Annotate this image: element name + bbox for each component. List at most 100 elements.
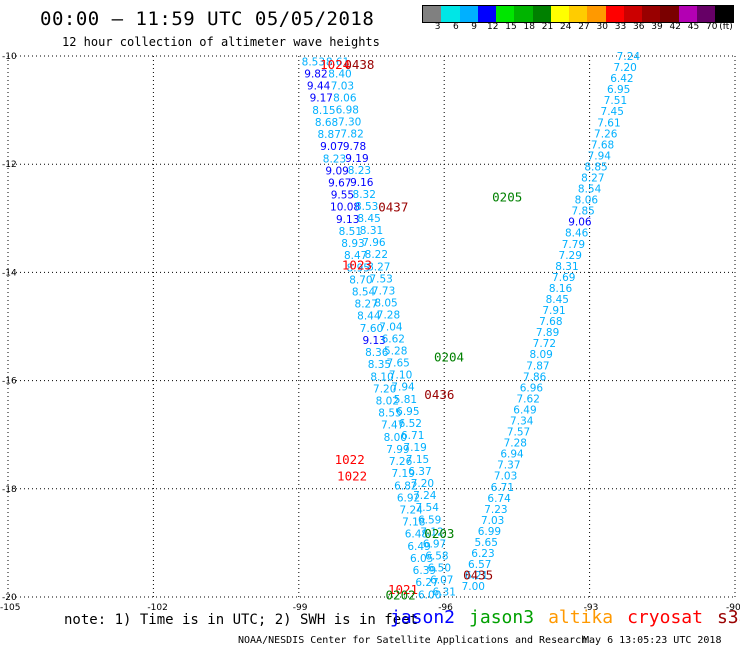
- color-scale-label: 3: [434, 22, 441, 32]
- wave-height-value: 7.24: [617, 51, 641, 63]
- wave-height-value: 9.07: [320, 141, 343, 153]
- wave-height-value: 7.54: [416, 502, 440, 514]
- wave-height-value: 6.31: [433, 587, 456, 599]
- color-swatch: [532, 6, 551, 22]
- pass-time-label: 0437: [378, 199, 408, 214]
- wave-height-value: 8.09: [529, 349, 552, 361]
- pass-time-label: 1021: [388, 582, 418, 597]
- wave-height-value: 7.00: [462, 581, 485, 593]
- legend-entry-jason3: jason3: [469, 607, 535, 628]
- color-scale-label: 15: [505, 22, 517, 32]
- wave-height-value: 6.49: [407, 541, 430, 553]
- wave-height-value: 6.94: [500, 449, 524, 461]
- color-swatch: [605, 6, 624, 22]
- wave-height-value: 8.32: [353, 189, 376, 201]
- lat-tick-label: -18: [2, 485, 17, 495]
- wave-height-value: 8.87: [318, 129, 341, 141]
- color-scale-label: 33: [614, 22, 627, 32]
- wave-height-value: 8.23: [348, 165, 371, 177]
- lon-tick-label: -105: [0, 603, 20, 613]
- wave-height-value: 7.47: [381, 420, 404, 432]
- wave-height-value: 7.65: [386, 358, 409, 370]
- wave-height-value: 7.99: [386, 444, 409, 456]
- wave-height-value: 6.21: [465, 570, 488, 582]
- wave-height-value: 9.09: [325, 165, 348, 177]
- pass-time-label: 0202: [386, 587, 416, 602]
- legend-entry-cryosat: cryosat: [627, 607, 703, 628]
- wave-height-value: 7.89: [536, 327, 559, 339]
- wave-height-value: 7.57: [507, 427, 530, 439]
- wave-height-value: 6.98: [336, 105, 359, 117]
- generated-timestamp: May 6 13:05:23 UTC 2018: [583, 635, 722, 646]
- color-scale-label: 12: [487, 22, 499, 32]
- wave-height-value: 7.69: [552, 272, 575, 284]
- wave-height-value: 8.45: [357, 213, 380, 225]
- color-scale-label: 21: [541, 22, 554, 32]
- wave-height-value: 7.94: [391, 382, 415, 394]
- legend-entry-altika: altika: [548, 607, 614, 628]
- pass-time-label: 0436: [424, 387, 454, 402]
- map-subtitle: 12 hour collection of altimeter wave hei…: [62, 35, 380, 49]
- wave-height-value: 8.31: [360, 225, 383, 237]
- color-swatch: [623, 6, 642, 22]
- wave-height-value: 8.61: [326, 56, 349, 68]
- wave-height-value: 8.27: [581, 172, 604, 184]
- wave-height-value: 8.23: [323, 153, 346, 165]
- wave-height-value: 7.26: [389, 456, 413, 468]
- satellite-legend: jason2 jason3 altika cryosat s3a: [390, 607, 740, 628]
- color-scale-label: 24: [560, 22, 572, 32]
- wave-height-value: 8.47: [344, 250, 367, 262]
- wave-height-value: 8.93: [341, 238, 364, 250]
- wave-height-value: 7.45: [601, 106, 624, 118]
- color-swatch: [660, 6, 679, 22]
- wave-height-value: 7.10: [389, 370, 412, 382]
- wave-height-value: 5.65: [475, 537, 498, 549]
- wave-height-value: 7.61: [597, 117, 620, 129]
- wave-height-value: 7.62: [517, 393, 540, 405]
- pass-time-label: 0204: [434, 349, 464, 364]
- wave-height-value: 7.53: [369, 273, 392, 285]
- wave-height-value: 9.55: [331, 190, 354, 202]
- wave-height-value: 8.55: [378, 408, 401, 420]
- color-swatch: [496, 6, 515, 22]
- color-swatch: [459, 6, 478, 22]
- wave-height-value: 6.96: [520, 382, 544, 394]
- wave-height-value: 7.86: [523, 371, 547, 383]
- wave-height-value: 6.95: [396, 406, 419, 418]
- wave-height-value: 7.20: [373, 383, 396, 395]
- wave-height-value: 6.27: [415, 577, 438, 589]
- wave-height-value: 7.15: [406, 454, 429, 466]
- wave-height-value: 8.54: [578, 184, 602, 196]
- wave-height-value: 9.67: [328, 178, 351, 190]
- color-swatch: [587, 6, 606, 22]
- units-note: note: 1) Time is in UTC; 2) SWH is in fe…: [64, 612, 419, 628]
- wave-height-value: 7.03: [481, 515, 504, 527]
- wave-height-value: 6.71: [401, 430, 424, 442]
- pass-time-label: 1022: [335, 452, 365, 467]
- wave-height-value: 8.85: [584, 161, 607, 173]
- wave-height-value: 7.23: [484, 504, 507, 516]
- color-scale-label: 45: [687, 22, 700, 32]
- color-scale-label: 36: [633, 22, 645, 32]
- wave-height-value: 8.45: [546, 294, 569, 306]
- color-scale-label: 70: [706, 22, 718, 32]
- wave-height-value: 6.37: [408, 466, 431, 478]
- color-scale-label: 6: [453, 22, 459, 32]
- wave-height-value: 6.82: [394, 480, 417, 492]
- wave-height-value: 9.44: [307, 81, 331, 93]
- wave-height-value: 8.15: [312, 105, 335, 117]
- wave-height-value: 7.60: [360, 323, 383, 335]
- wave-height-value: 8.36: [365, 347, 389, 359]
- color-scale-label: 30: [596, 22, 608, 32]
- color-scale-label: (ft): [719, 22, 733, 32]
- wave-height-value: 7.26: [594, 128, 618, 140]
- wave-height-value: 8.27: [355, 299, 378, 311]
- wave-height-value: 7.24: [399, 505, 423, 517]
- wave-height-value: 6.39: [413, 565, 436, 577]
- wave-height-value: 8.16: [549, 283, 573, 295]
- pass-time-label: 0438: [344, 57, 374, 72]
- wave-height-value: 5.28: [384, 346, 407, 358]
- map-title: 00:00 – 11:59 UTC 05/05/2018: [40, 8, 375, 30]
- color-swatch: [441, 6, 460, 22]
- wave-height-value: 7.34: [510, 415, 534, 427]
